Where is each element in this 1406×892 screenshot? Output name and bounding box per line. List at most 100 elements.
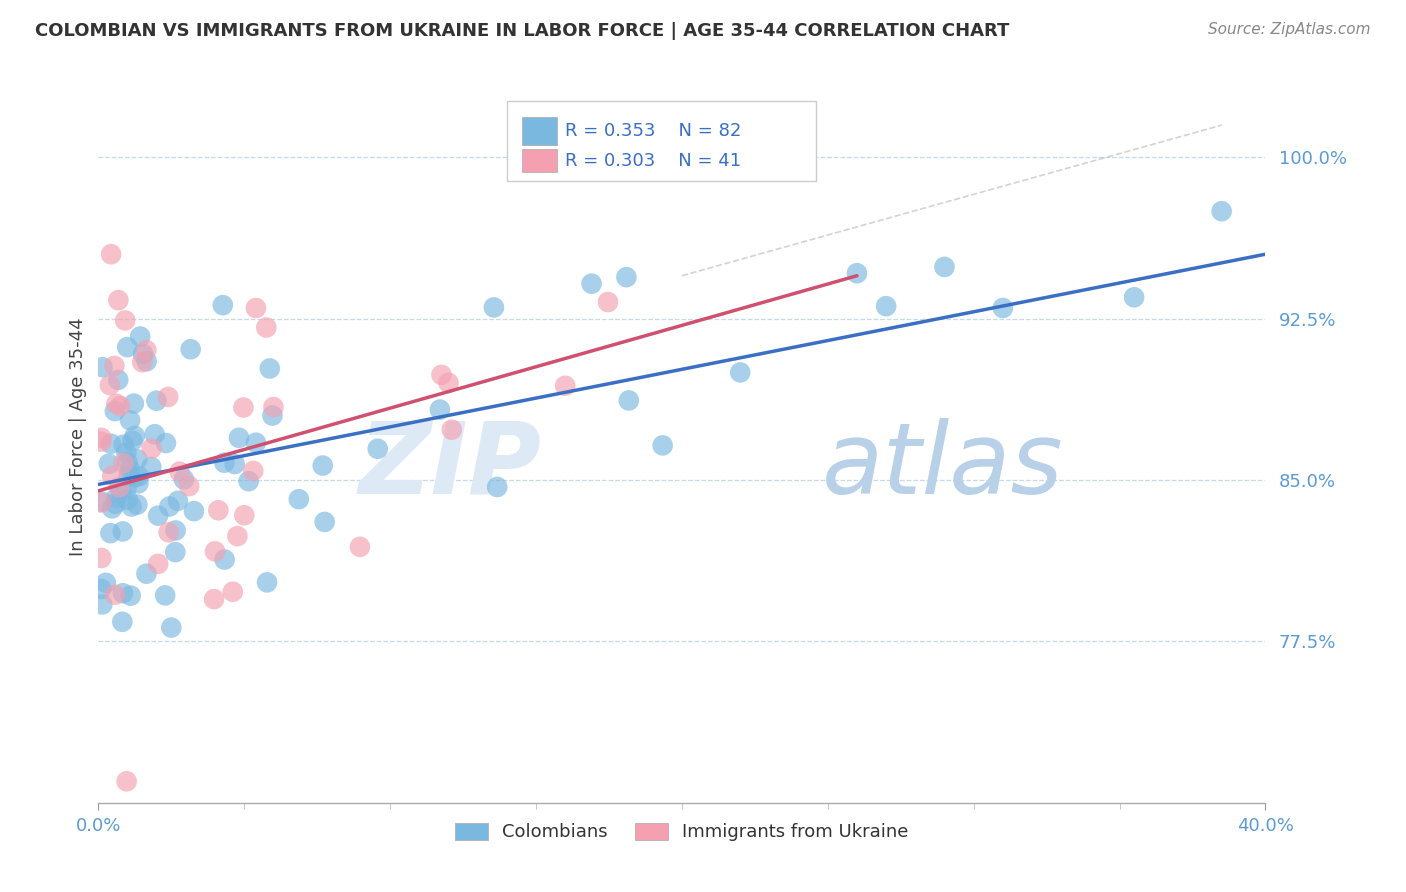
- Point: [153, 588, 176, 602]
- Point: [429, 402, 451, 417]
- Point: [211, 298, 233, 312]
- Point: [730, 366, 752, 380]
- Point: [104, 497, 127, 511]
- Point: [222, 584, 245, 599]
- Point: [143, 427, 166, 442]
- Point: [846, 266, 869, 280]
- Point: [117, 492, 139, 507]
- Point: [288, 492, 311, 507]
- Point: [105, 397, 128, 411]
- Point: [107, 293, 129, 308]
- Point: [91, 360, 114, 375]
- Point: [238, 474, 260, 488]
- Point: [100, 436, 122, 450]
- Point: [169, 465, 191, 479]
- Point: [127, 452, 149, 467]
- Point: [111, 524, 134, 539]
- Point: [129, 329, 152, 343]
- Point: [651, 438, 673, 452]
- Point: [91, 598, 114, 612]
- Text: COLOMBIAN VS IMMIGRANTS FROM UKRAINE IN LABOR FORCE | AGE 35-44 CORRELATION CHAR: COLOMBIAN VS IMMIGRANTS FROM UKRAINE IN …: [35, 22, 1010, 40]
- Point: [263, 400, 285, 414]
- Text: R = 0.303    N = 41: R = 0.303 N = 41: [565, 152, 741, 169]
- Point: [430, 368, 453, 382]
- Point: [107, 373, 129, 387]
- Text: R = 0.353    N = 82: R = 0.353 N = 82: [565, 121, 741, 140]
- Point: [155, 436, 177, 450]
- Point: [124, 470, 146, 484]
- Point: [104, 588, 127, 602]
- Point: [233, 508, 256, 523]
- Point: [101, 469, 124, 483]
- Y-axis label: In Labor Force | Age 35-44: In Labor Force | Age 35-44: [69, 318, 87, 557]
- Point: [157, 500, 180, 514]
- Point: [141, 460, 163, 475]
- Point: [131, 355, 153, 369]
- Point: [121, 434, 143, 448]
- Point: [312, 458, 335, 473]
- Point: [554, 378, 576, 392]
- Point: [100, 526, 122, 541]
- Point: [148, 557, 170, 571]
- Point: [596, 295, 619, 310]
- Point: [245, 435, 267, 450]
- Point: [117, 455, 139, 469]
- Point: [115, 481, 138, 495]
- Point: [90, 550, 112, 565]
- Point: [160, 621, 183, 635]
- Point: [115, 445, 138, 459]
- Point: [226, 529, 249, 543]
- Point: [135, 354, 157, 368]
- Point: [145, 393, 167, 408]
- Bar: [522, 149, 557, 172]
- Point: [135, 343, 157, 357]
- Point: [101, 501, 124, 516]
- Legend: Colombians, Immigrants from Ukraine: Colombians, Immigrants from Ukraine: [449, 815, 915, 848]
- Point: [90, 431, 112, 445]
- Point: [617, 393, 640, 408]
- Point: [165, 524, 187, 538]
- Point: [262, 409, 284, 423]
- Point: [118, 463, 141, 477]
- Point: [100, 247, 122, 261]
- Point: [581, 277, 603, 291]
- Point: [228, 431, 250, 445]
- Point: [437, 376, 460, 390]
- Point: [616, 270, 638, 285]
- Point: [214, 552, 236, 566]
- Point: [111, 586, 134, 600]
- Point: [214, 456, 236, 470]
- Bar: [522, 117, 557, 145]
- Point: [254, 320, 277, 334]
- Point: [90, 495, 112, 509]
- Point: [132, 347, 155, 361]
- Point: [367, 442, 389, 456]
- Point: [108, 480, 131, 494]
- Point: [167, 493, 190, 508]
- Point: [120, 589, 142, 603]
- Point: [114, 313, 136, 327]
- Point: [486, 480, 509, 494]
- Point: [108, 399, 131, 413]
- Point: [115, 774, 138, 789]
- Point: [94, 575, 117, 590]
- Point: [115, 340, 138, 354]
- Point: [111, 615, 134, 629]
- Point: [135, 566, 157, 581]
- Text: Source: ZipAtlas.com: Source: ZipAtlas.com: [1208, 22, 1371, 37]
- Point: [232, 401, 254, 415]
- Point: [1123, 290, 1146, 304]
- Point: [97, 457, 120, 471]
- Point: [224, 457, 246, 471]
- Point: [141, 442, 163, 456]
- Point: [157, 390, 180, 404]
- Point: [90, 434, 112, 449]
- Point: [314, 515, 336, 529]
- Point: [207, 503, 229, 517]
- Text: atlas: atlas: [823, 417, 1063, 515]
- Point: [98, 378, 121, 392]
- Point: [91, 494, 114, 508]
- Point: [128, 469, 150, 483]
- Point: [180, 342, 202, 356]
- Point: [110, 485, 132, 500]
